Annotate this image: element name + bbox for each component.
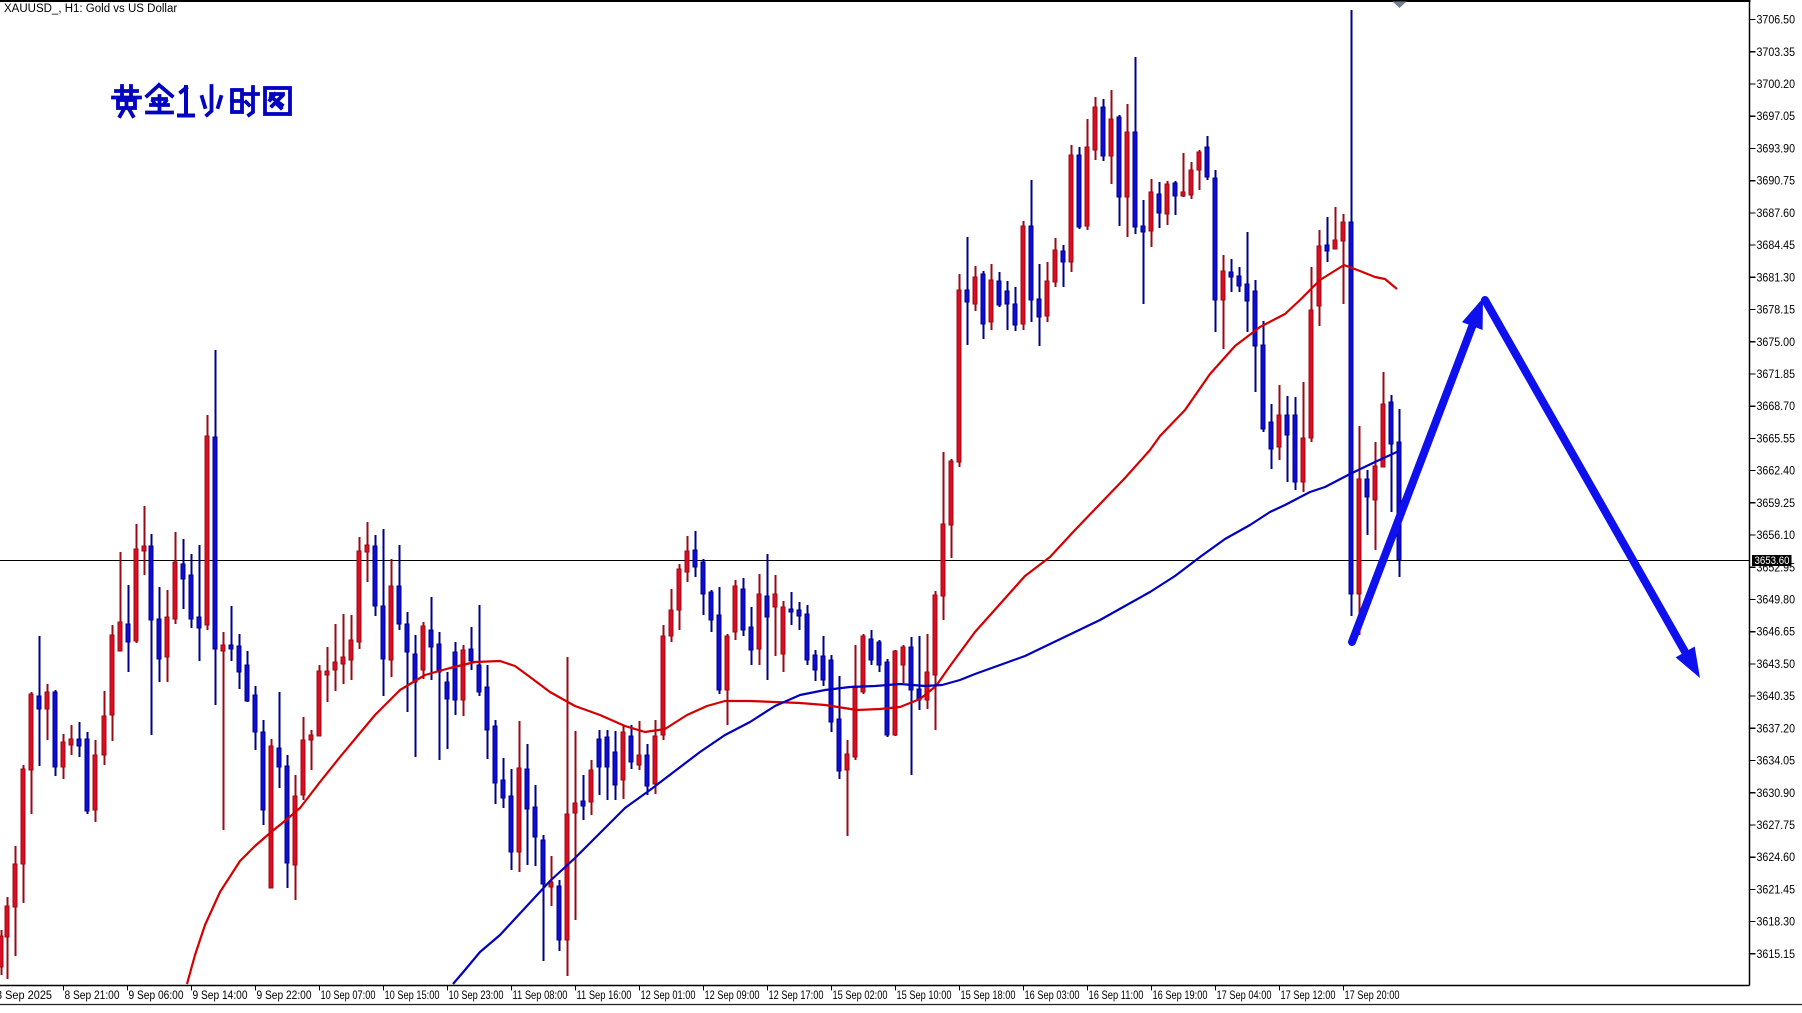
svg-text:16 Sep 03:00: 16 Sep 03:00 bbox=[1025, 990, 1080, 1002]
svg-text:3649.80: 3649.80 bbox=[1757, 595, 1796, 607]
svg-text:3706.50: 3706.50 bbox=[1757, 15, 1796, 27]
svg-text:3656.10: 3656.10 bbox=[1757, 530, 1796, 542]
svg-text:3662.40: 3662.40 bbox=[1757, 466, 1796, 478]
svg-text:3681.30: 3681.30 bbox=[1757, 272, 1796, 284]
svg-text:3675.00: 3675.00 bbox=[1757, 337, 1796, 349]
svg-text:3700.20: 3700.20 bbox=[1757, 79, 1796, 91]
svg-text:3621.45: 3621.45 bbox=[1757, 884, 1796, 896]
svg-text:3703.35: 3703.35 bbox=[1757, 47, 1796, 59]
svg-text:12 Sep 09:00: 12 Sep 09:00 bbox=[705, 990, 760, 1002]
svg-text:8 Sep 21:00: 8 Sep 21:00 bbox=[65, 990, 120, 1002]
svg-text:3665.55: 3665.55 bbox=[1757, 433, 1796, 445]
svg-text:9 Sep 06:00: 9 Sep 06:00 bbox=[129, 990, 184, 1002]
svg-text:3634.05: 3634.05 bbox=[1757, 756, 1796, 768]
svg-text:16 Sep 19:00: 16 Sep 19:00 bbox=[1153, 990, 1208, 1002]
svg-text:3624.60: 3624.60 bbox=[1757, 852, 1796, 864]
svg-text:3630.90: 3630.90 bbox=[1757, 788, 1796, 800]
svg-text:3687.60: 3687.60 bbox=[1757, 208, 1796, 220]
svg-text:3684.45: 3684.45 bbox=[1757, 240, 1796, 252]
svg-text:3643.50: 3643.50 bbox=[1757, 659, 1796, 671]
svg-text:9 Sep 22:00: 9 Sep 22:00 bbox=[257, 990, 312, 1002]
svg-text:15 Sep 02:00: 15 Sep 02:00 bbox=[833, 990, 888, 1002]
svg-text:17 Sep 12:00: 17 Sep 12:00 bbox=[1281, 990, 1336, 1002]
svg-text:3653.60: 3653.60 bbox=[1755, 555, 1790, 567]
svg-text:15 Sep 18:00: 15 Sep 18:00 bbox=[961, 990, 1016, 1002]
svg-text:3646.65: 3646.65 bbox=[1757, 627, 1796, 639]
svg-text:3618.30: 3618.30 bbox=[1757, 917, 1796, 929]
svg-text:17 Sep 04:00: 17 Sep 04:00 bbox=[1217, 990, 1272, 1002]
svg-text:12 Sep 01:00: 12 Sep 01:00 bbox=[641, 990, 696, 1002]
svg-text:3668.70: 3668.70 bbox=[1757, 401, 1796, 413]
svg-text:3693.90: 3693.90 bbox=[1757, 144, 1796, 156]
svg-text:3690.75: 3690.75 bbox=[1757, 176, 1796, 188]
svg-text:10 Sep 15:00: 10 Sep 15:00 bbox=[385, 990, 440, 1002]
svg-text:XAUUSD_, H1: Gold vs US Dolla: XAUUSD_, H1: Gold vs US Dollar bbox=[4, 3, 177, 15]
svg-text:16 Sep 11:00: 16 Sep 11:00 bbox=[1089, 990, 1144, 1002]
svg-text:11 Sep 08:00: 11 Sep 08:00 bbox=[513, 990, 568, 1002]
svg-text:12 Sep 17:00: 12 Sep 17:00 bbox=[769, 990, 824, 1002]
svg-text:3659.25: 3659.25 bbox=[1757, 498, 1796, 510]
svg-text:10 Sep 07:00: 10 Sep 07:00 bbox=[321, 990, 376, 1002]
svg-text:3640.35: 3640.35 bbox=[1757, 691, 1796, 703]
svg-text:9 Sep 14:00: 9 Sep 14:00 bbox=[193, 990, 248, 1002]
svg-text:8 Sep 2025: 8 Sep 2025 bbox=[0, 990, 52, 1002]
svg-text:3637.20: 3637.20 bbox=[1757, 723, 1796, 735]
svg-text:11 Sep 16:00: 11 Sep 16:00 bbox=[577, 990, 632, 1002]
svg-text:3697.05: 3697.05 bbox=[1757, 111, 1796, 123]
svg-text:17 Sep 20:00: 17 Sep 20:00 bbox=[1345, 990, 1400, 1002]
svg-text:15 Sep 10:00: 15 Sep 10:00 bbox=[897, 990, 952, 1002]
svg-text:3615.15: 3615.15 bbox=[1757, 949, 1796, 961]
svg-text:10 Sep 23:00: 10 Sep 23:00 bbox=[449, 990, 504, 1002]
svg-text:3627.75: 3627.75 bbox=[1757, 820, 1796, 832]
svg-text:3671.85: 3671.85 bbox=[1757, 369, 1796, 381]
svg-text:3678.15: 3678.15 bbox=[1757, 305, 1796, 317]
